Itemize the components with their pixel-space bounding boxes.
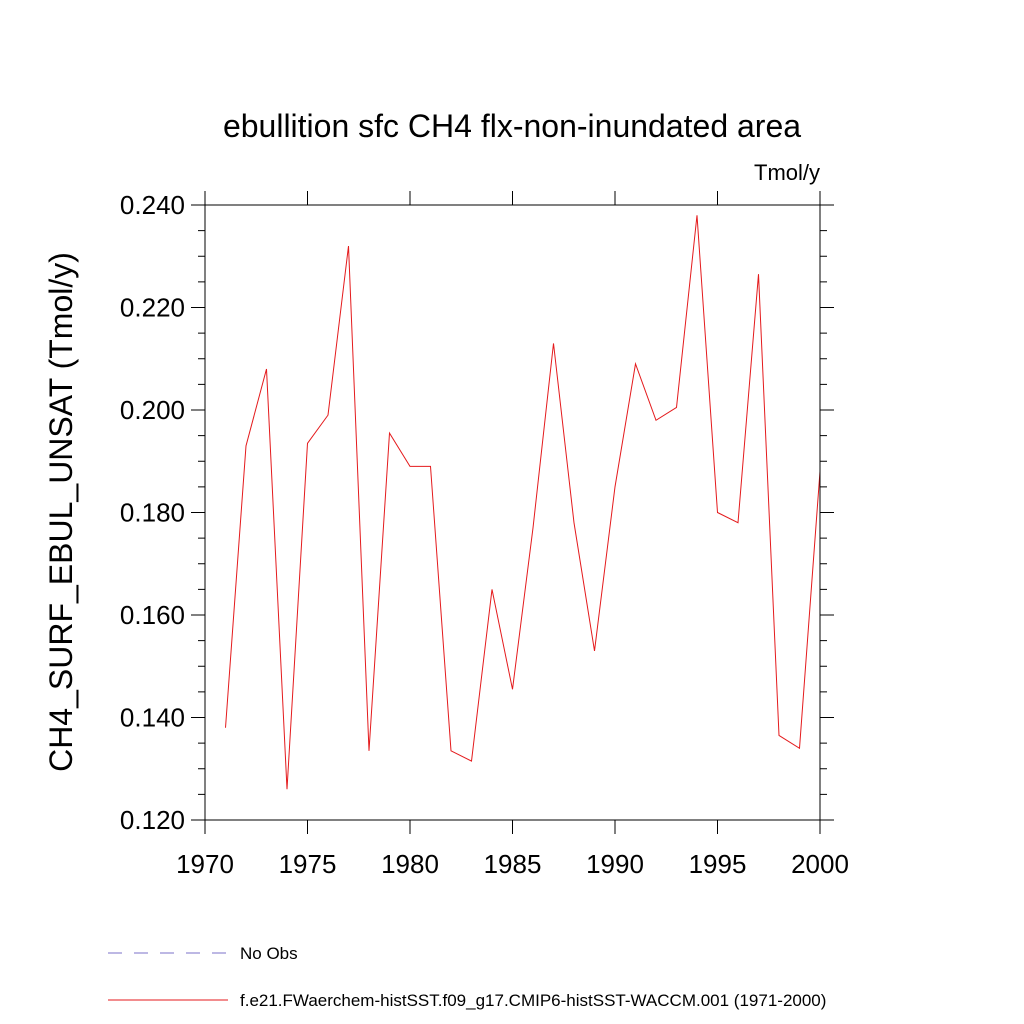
y-tick-label: 0.180 [120, 498, 185, 528]
series-layer [225, 215, 821, 790]
x-tick-label: 2000 [791, 849, 849, 879]
plot-frame [204, 204, 821, 821]
legend-label-model: f.e21.FWaerchem-histSST.f09_g17.CMIP6-hi… [240, 991, 826, 1010]
y-axis-label: CH4_SURF_EBUL_UNSAT (Tmol/y) [43, 252, 79, 772]
x-tick-label: 1980 [381, 849, 439, 879]
series-line [225, 215, 821, 790]
y-tick-label: 0.200 [120, 395, 185, 425]
x-tick-label: 1970 [176, 849, 234, 879]
y-tick-label: 0.160 [120, 600, 185, 630]
y-tick-label: 0.240 [120, 190, 185, 220]
y-tick-label: 0.120 [120, 805, 185, 835]
x-tick-label: 1975 [279, 849, 337, 879]
legend: No Obs f.e21.FWaerchem-histSST.f09_g17.C… [108, 944, 826, 1010]
x-tick-label: 1990 [586, 849, 644, 879]
chart-title: ebullition sfc CH4 flx-non-inundated are… [223, 108, 801, 144]
y-tick-label: 0.220 [120, 293, 185, 323]
x-tick-label: 1985 [484, 849, 542, 879]
axis-ticks [191, 191, 834, 834]
legend-label-no-obs: No Obs [240, 944, 298, 963]
x-tick-label: 1995 [689, 849, 747, 879]
y-tick-label: 0.140 [120, 703, 185, 733]
axis-tick-labels: 1970 1975 1980 1985 1990 1995 2000 0.120 0.140 0.… [120, 190, 849, 879]
units-label: Tmol/y [754, 160, 820, 185]
